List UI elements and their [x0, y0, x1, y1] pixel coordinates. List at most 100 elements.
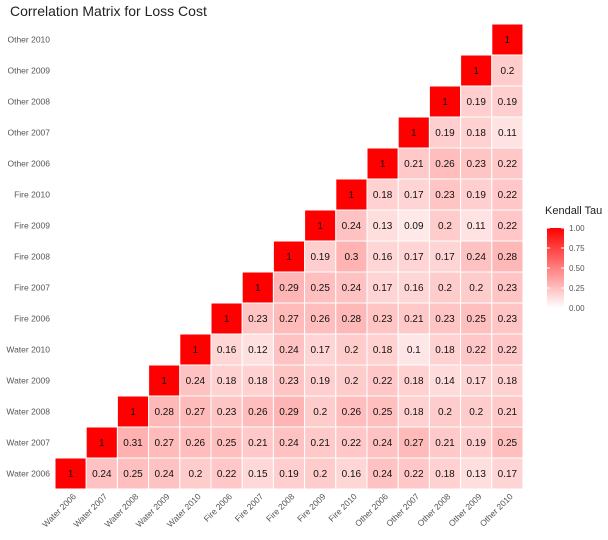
- legend-tick-label: 1.00: [569, 224, 585, 233]
- cell-value-label: 0.15: [248, 469, 268, 480]
- heatmap-cell: [397, 271, 430, 304]
- cell-value-label: 0.2: [469, 407, 483, 418]
- cell-value-label: 0.2: [313, 407, 327, 418]
- y-tick-label: Fire 2007: [14, 283, 50, 293]
- cell-value-label: 1: [473, 66, 479, 77]
- heatmap-cell: [304, 333, 337, 366]
- heatmap-cell: [210, 302, 243, 335]
- heatmap-cell: [491, 54, 524, 87]
- cell-value-label: 0.25: [498, 438, 518, 449]
- cell-value-label: 0.1: [407, 345, 421, 356]
- cell-value-label: 0.13: [373, 221, 393, 232]
- cell-value-label: 0.19: [310, 252, 330, 263]
- cell-value-label: 1: [224, 314, 230, 325]
- cell-value-label: 0.22: [342, 438, 362, 449]
- cell-value-label: 0.2: [313, 469, 327, 480]
- heatmap-cell: [460, 116, 493, 149]
- cell-value-label: 0.31: [123, 438, 143, 449]
- y-tick-label: Fire 2008: [14, 252, 50, 262]
- cell-value-label: 0.27: [404, 438, 424, 449]
- heatmap-cell: [210, 395, 243, 428]
- heatmap-cell: [491, 302, 524, 335]
- cell-value-label: 0.2: [438, 283, 452, 294]
- heatmap-cell: [241, 457, 274, 490]
- heatmap-cell: [428, 116, 462, 149]
- x-tick-label: Other 2010: [478, 491, 515, 528]
- cell-value-label: 0.23: [373, 314, 393, 325]
- cell-value-label: 1: [317, 221, 323, 232]
- cell-value-label: 0.22: [498, 159, 518, 170]
- cell-value-label: 1: [380, 159, 386, 170]
- cell-value-label: 0.26: [186, 438, 206, 449]
- heatmap-cell: [366, 302, 399, 335]
- heatmap-cell: [304, 364, 337, 397]
- cell-value-label: 0.24: [154, 469, 174, 480]
- x-tick-label: Fire 2007: [233, 491, 266, 524]
- cell-value-label: 0.21: [404, 159, 424, 170]
- heatmap-cell: [428, 178, 462, 211]
- heatmap-cell: [428, 209, 462, 242]
- legend-tick-label: 0.75: [569, 244, 585, 253]
- cell-value-label: 0.2: [188, 469, 202, 480]
- heatmap-cell: [304, 395, 337, 428]
- cell-value-label: 0.22: [498, 221, 518, 232]
- cell-value-label: 0.29: [279, 283, 299, 294]
- heatmap-cell: [460, 271, 493, 304]
- heatmap-cell: [460, 333, 493, 366]
- heatmap-cell: [148, 395, 181, 428]
- cell-value-label: 0.12: [248, 345, 268, 356]
- heatmap-cell: [179, 333, 212, 366]
- cell-value-label: 0.28: [342, 314, 362, 325]
- legend-title: Kendall Tau: [545, 205, 602, 217]
- cell-value-label: 0.21: [435, 438, 455, 449]
- cell-value-label: 0.21: [404, 314, 424, 325]
- cell-value-label: 0.26: [435, 159, 455, 170]
- cell-value-label: 0.23: [248, 314, 268, 325]
- heatmap-cell: [148, 364, 181, 397]
- heatmap-cell: [428, 426, 462, 459]
- y-tick-label: Other 2009: [7, 66, 50, 76]
- cell-value-label: 0.24: [186, 376, 206, 387]
- heatmap-cell: [304, 302, 337, 335]
- cell-value-label: 0.24: [342, 221, 362, 232]
- heatmap-cell: [491, 209, 524, 242]
- heatmap-cell: [366, 147, 399, 180]
- heatmap-cell: [179, 395, 212, 428]
- y-tick-label: Other 2008: [7, 97, 50, 107]
- cell-value-label: 0.28: [498, 252, 518, 263]
- cell-value-label: 0.18: [373, 190, 393, 201]
- cell-value-label: 0.23: [279, 376, 299, 387]
- cell-value-label: 1: [130, 407, 136, 418]
- x-tick-label: Fire 2006: [202, 491, 235, 524]
- cell-value-label: 0.24: [342, 283, 362, 294]
- heatmap-cell: [491, 23, 524, 56]
- cell-value-label: 0.23: [435, 314, 455, 325]
- cell-value-label: 0.27: [154, 438, 174, 449]
- cell-value-label: 0.19: [310, 376, 330, 387]
- heatmap-cell: [460, 85, 493, 118]
- cell-value-label: 0.22: [217, 469, 237, 480]
- cell-value-label: 0.2: [500, 66, 514, 77]
- cell-value-label: 0.18: [435, 345, 455, 356]
- heatmap-cell: [335, 426, 368, 459]
- y-tick-label: Other 2010: [7, 35, 50, 45]
- cell-value-label: 0.27: [279, 314, 299, 325]
- heatmap-cell: [460, 147, 493, 180]
- cell-value-label: 0.24: [373, 438, 393, 449]
- cell-value-label: 0.17: [404, 190, 424, 201]
- y-tick-label: Other 2007: [7, 128, 50, 138]
- cell-value-label: 0.22: [404, 469, 424, 480]
- cell-value-label: 0.22: [466, 345, 486, 356]
- y-tick-label: Water 2008: [6, 407, 50, 417]
- cell-value-label: 0.27: [186, 407, 206, 418]
- cell-value-label: 0.3: [344, 252, 358, 263]
- cell-value-label: 0.26: [248, 407, 268, 418]
- cell-value-label: 0.11: [498, 128, 517, 139]
- cell-value-label: 0.26: [342, 407, 362, 418]
- cell-value-label: 0.24: [466, 252, 486, 263]
- heatmap-cell: [460, 457, 493, 490]
- heatmap-cell: [179, 364, 212, 397]
- cell-value-label: 0.25: [310, 283, 330, 294]
- cell-value-label: 0.21: [310, 438, 330, 449]
- heatmap-cell: [272, 302, 306, 335]
